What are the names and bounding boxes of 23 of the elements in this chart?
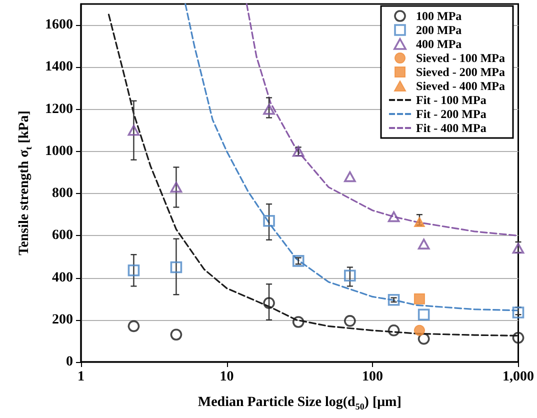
legend-label: Sieved - 100 MPa — [416, 51, 506, 65]
legend-label: 100 MPa — [416, 9, 462, 23]
y-tick-label: 1400 — [45, 60, 73, 75]
y-tick-label: 600 — [52, 228, 73, 244]
y-tick-label: 200 — [52, 312, 73, 328]
y-tick-label: 1600 — [45, 18, 73, 33]
y-tick-label: 800 — [52, 186, 73, 202]
legend-label: 400 MPa — [416, 37, 462, 51]
legend-label: Fit - 400 MPa — [416, 121, 486, 135]
y-tick-label: 0 — [66, 354, 73, 370]
x-tick-label: 1 — [78, 370, 84, 384]
legend-label: Sieved - 400 MPa — [416, 79, 506, 93]
legend-label: 200 MPa — [416, 23, 462, 37]
x-tick-label: 100 — [362, 370, 383, 384]
legend-label: Sieved - 200 MPa — [416, 65, 506, 79]
y-axis-title: Tensile strength σt [kPa] — [17, 110, 34, 256]
y-tick-label: 1000 — [45, 144, 73, 159]
legend-label: Fit - 100 MPa — [416, 93, 486, 107]
y-tick-label: 400 — [52, 270, 73, 286]
x-tick-label: 10 — [220, 370, 234, 384]
x-tick-label: 1,000 — [502, 370, 534, 384]
legend-label: Fit - 200 MPa — [416, 107, 486, 121]
y-tick-label: 1200 — [45, 102, 73, 117]
